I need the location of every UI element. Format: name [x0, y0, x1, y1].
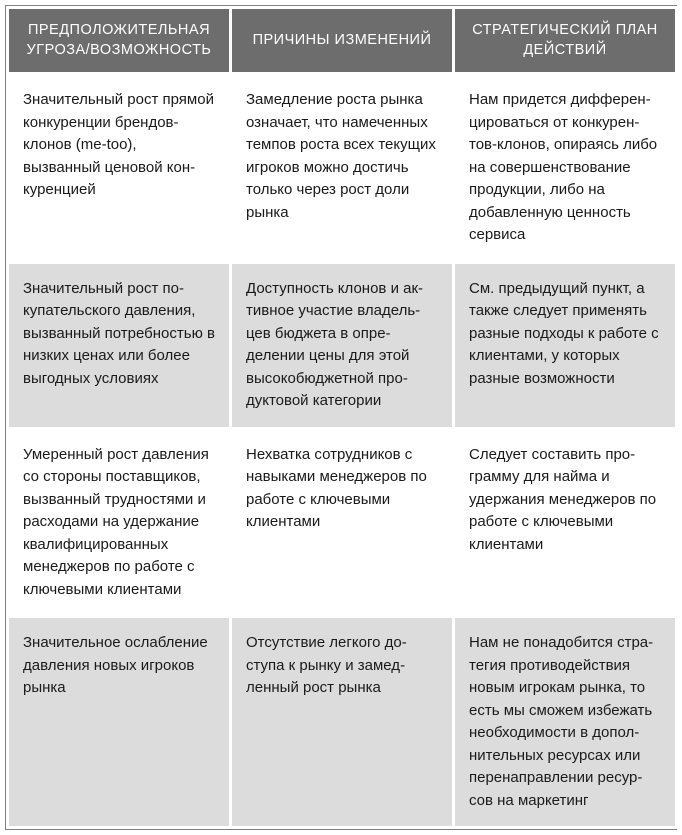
- cell-reasons: Отсутствие легкого до­ступа к рынку и за…: [231, 617, 454, 828]
- cell-plan: См. предыдущий пункт, а также следует пр…: [454, 262, 677, 428]
- cell-threat: Умеренный рост давления со стороны поста…: [8, 428, 231, 617]
- cell-reasons: Замедление роста рынка означает, что нам…: [231, 74, 454, 263]
- table-header-row: ПРЕДПОЛОЖИТЕЛЬНАЯ УГРОЗА/ВОЗМОЖНОСТЬ ПРИ…: [8, 8, 677, 74]
- cell-plan: Следует составить про­грамму для найма и…: [454, 428, 677, 617]
- cell-reasons: Доступность клонов и ак­тивное участие в…: [231, 262, 454, 428]
- table-row: Значительное ослабление давления новых и…: [8, 617, 677, 828]
- cell-threat: Значительное ослабление давления новых и…: [8, 617, 231, 828]
- table-row: Значительный рост пря­мой конкуренции бр…: [8, 74, 677, 263]
- cell-threat: Значительный рост пря­мой конкуренции бр…: [8, 74, 231, 263]
- col-header-plan: СТРАТЕГИЧЕСКИЙ ПЛАН ДЕЙСТВИЙ: [454, 8, 677, 74]
- cell-plan: Нам не понадобится стра­тегия противодей…: [454, 617, 677, 828]
- table-row: Умеренный рост давления со стороны поста…: [8, 428, 677, 617]
- cell-reasons: Нехватка сотрудников с навыками менеджер…: [231, 428, 454, 617]
- table-row: Значительный рост по­купательского давле…: [8, 262, 677, 428]
- col-header-reasons: ПРИЧИНЫ ИЗМЕНЕНИЙ: [231, 8, 454, 74]
- cell-threat: Значительный рост по­купательского давле…: [8, 262, 231, 428]
- col-header-threat: ПРЕДПОЛОЖИТЕЛЬНАЯ УГРОЗА/ВОЗМОЖНОСТЬ: [8, 8, 231, 74]
- table-container: ПРЕДПОЛОЖИТЕЛЬНАЯ УГРОЗА/ВОЗМОЖНОСТЬ ПРИ…: [5, 5, 677, 830]
- strategy-table: ПРЕДПОЛОЖИТЕЛЬНАЯ УГРОЗА/ВОЗМОЖНОСТЬ ПРИ…: [6, 6, 678, 829]
- table-body: Значительный рост пря­мой конкуренции бр…: [8, 74, 677, 828]
- cell-plan: Нам придется дифферен­цироваться от конк…: [454, 74, 677, 263]
